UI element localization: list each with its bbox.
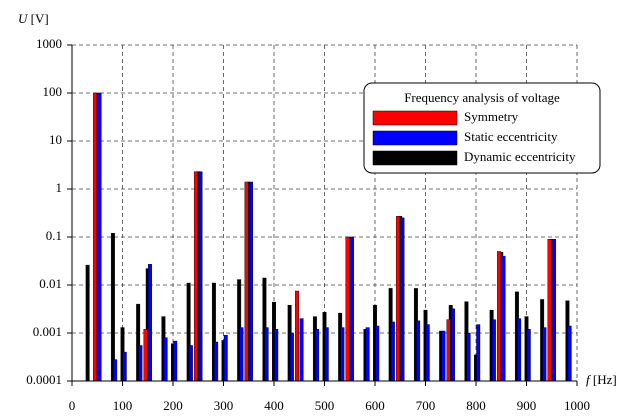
bar (497, 251, 501, 382)
bar (340, 327, 345, 382)
bar (264, 327, 269, 382)
bar (198, 171, 203, 382)
bar (396, 216, 400, 382)
legend-label: Symmetry (464, 109, 519, 124)
bar (249, 181, 253, 382)
bar (365, 327, 370, 382)
y-tick-label: 1 (56, 180, 63, 195)
legend-swatch (372, 150, 458, 166)
legend-label: Dynamic eccentricity (464, 149, 576, 164)
bar (188, 345, 193, 382)
bar (350, 236, 354, 382)
x-symbol: f (586, 372, 592, 387)
legend-box (363, 82, 601, 174)
bar (526, 328, 531, 382)
y-tick-label: 10 (49, 132, 62, 147)
bar (85, 264, 90, 382)
bar (517, 318, 522, 382)
bar (173, 340, 178, 382)
bar (122, 351, 127, 382)
bar (547, 238, 552, 382)
bar (295, 290, 299, 382)
x-axis-label: f [Hz] (586, 372, 617, 387)
bar (97, 92, 102, 382)
bar (425, 324, 430, 382)
x-tick-label: 0 (69, 398, 76, 413)
bar (491, 319, 496, 382)
y-tick-label: 0.01 (39, 276, 62, 291)
bar (390, 321, 395, 382)
bar (466, 332, 471, 382)
bar (289, 332, 294, 382)
y-axis-label: U [V] (18, 11, 49, 26)
bar (143, 328, 148, 382)
bar (138, 345, 143, 382)
y-tick-label: 1000 (36, 36, 62, 51)
y-tick-label: 100 (43, 84, 63, 99)
x-tick-label: 700 (416, 398, 436, 413)
bar (501, 255, 506, 382)
bar (274, 328, 279, 382)
y-symbol: U (18, 11, 29, 26)
bar (400, 217, 405, 382)
y-unit: [V] (31, 11, 49, 26)
bar (552, 238, 556, 382)
legend: Frequency analysis of voltage Symmetry St… (363, 82, 601, 174)
bar (324, 327, 329, 382)
bar (299, 318, 304, 382)
bar (446, 319, 451, 382)
x-tick-label: 900 (517, 398, 537, 413)
bar (113, 359, 118, 382)
x-tick-label: 1000 (564, 398, 590, 413)
legend-label: Static eccentricity (464, 129, 558, 144)
x-tick-label: 200 (163, 398, 183, 413)
x-tick-label: 100 (113, 398, 133, 413)
y-tick-label: 0.001 (33, 324, 62, 339)
x-tick-label: 400 (264, 398, 284, 413)
bar (542, 327, 547, 382)
x-tick-label: 800 (466, 398, 486, 413)
bar (315, 328, 320, 382)
bar (375, 325, 380, 382)
x-tick-label: 600 (365, 398, 385, 413)
x-tick-label: 500 (315, 398, 335, 413)
bar (451, 308, 455, 382)
bar (163, 337, 168, 382)
bar (93, 92, 97, 382)
bar (416, 320, 421, 382)
bar (441, 330, 446, 382)
bar (345, 236, 350, 382)
bar (239, 327, 244, 382)
bar (244, 181, 249, 382)
bar (110, 232, 115, 382)
y-tick-label: 0.1 (46, 228, 62, 243)
bar (214, 341, 219, 382)
bar (476, 324, 481, 382)
bar (223, 334, 228, 382)
bar (148, 264, 152, 382)
y-tick-label: 0.0001 (26, 372, 62, 387)
x-tick-label: 300 (214, 398, 234, 413)
legend-swatch (372, 130, 458, 146)
legend-swatch (372, 110, 458, 126)
bar (194, 171, 198, 382)
bar (567, 325, 572, 382)
legend-title: Frequency analysis of voltage (404, 90, 560, 105)
x-unit: [Hz] (593, 372, 617, 387)
